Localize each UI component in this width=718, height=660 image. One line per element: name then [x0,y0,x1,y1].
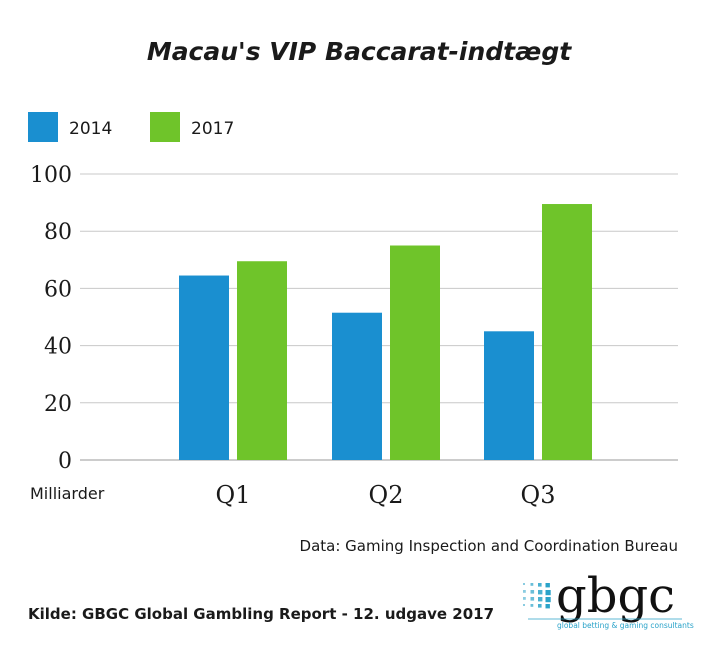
logo-dot [530,583,534,586]
logo-dot [523,583,525,585]
x-tick-label: Q1 [216,481,251,509]
logo-dot [545,590,551,596]
logo-dot [523,597,526,600]
logo-tagline: global betting & gaming consultants [557,621,694,630]
bar-2017-Q1 [237,261,287,460]
legend-label: 2017 [191,119,234,139]
y-axis-ticks: 0 20 40 60 80 100 [30,163,72,474]
bars [179,204,592,460]
logo-wordmark: gbgc [556,568,675,624]
logo-dot [530,590,535,594]
legend: 2014 2017 [28,112,234,142]
y-tick-label: 80 [44,220,72,245]
logo-dot [538,597,543,602]
y-tick-label: 20 [44,392,72,417]
data-source-note: Data: Gaming Inspection and Coordination… [300,537,678,555]
x-axis-ticks: Q1 Q2 Q3 [216,481,556,509]
logo-dot [538,590,543,595]
logo-dot [545,604,550,609]
bar-2014-Q1 [179,275,229,460]
logo-dot [523,604,525,606]
chart-title: Macau's VIP Baccarat-indtægt [147,37,572,66]
y-tick-label: 100 [30,163,72,188]
logo-dot [545,597,551,603]
logo-dot [538,604,542,608]
logo-dot [530,604,534,607]
y-tick-label: 60 [44,277,72,302]
logo-dot [523,590,526,593]
bar-2017-Q3 [542,204,592,460]
logo-dot-grid [523,583,551,609]
bar-2014-Q2 [332,312,382,460]
x-tick-label: Q2 [369,481,404,509]
report-source: Kilde: GBGC Global Gambling Report - 12.… [28,605,494,623]
logo-dot [545,583,550,588]
bar-2014-Q3 [484,331,534,460]
legend-swatch-2014 [28,112,58,142]
legend-swatch-2017 [150,112,180,142]
y-tick-label: 0 [58,449,72,474]
y-axis-unit-label: Milliarder [30,484,105,503]
legend-label: 2014 [69,119,112,139]
gbgc-logo: gbgc global betting & gaming consultants [523,568,694,630]
y-tick-label: 40 [44,335,72,360]
bar-2017-Q2 [390,245,440,460]
logo-dot [538,583,542,587]
x-tick-label: Q3 [521,481,556,509]
logo-dot [530,597,535,601]
